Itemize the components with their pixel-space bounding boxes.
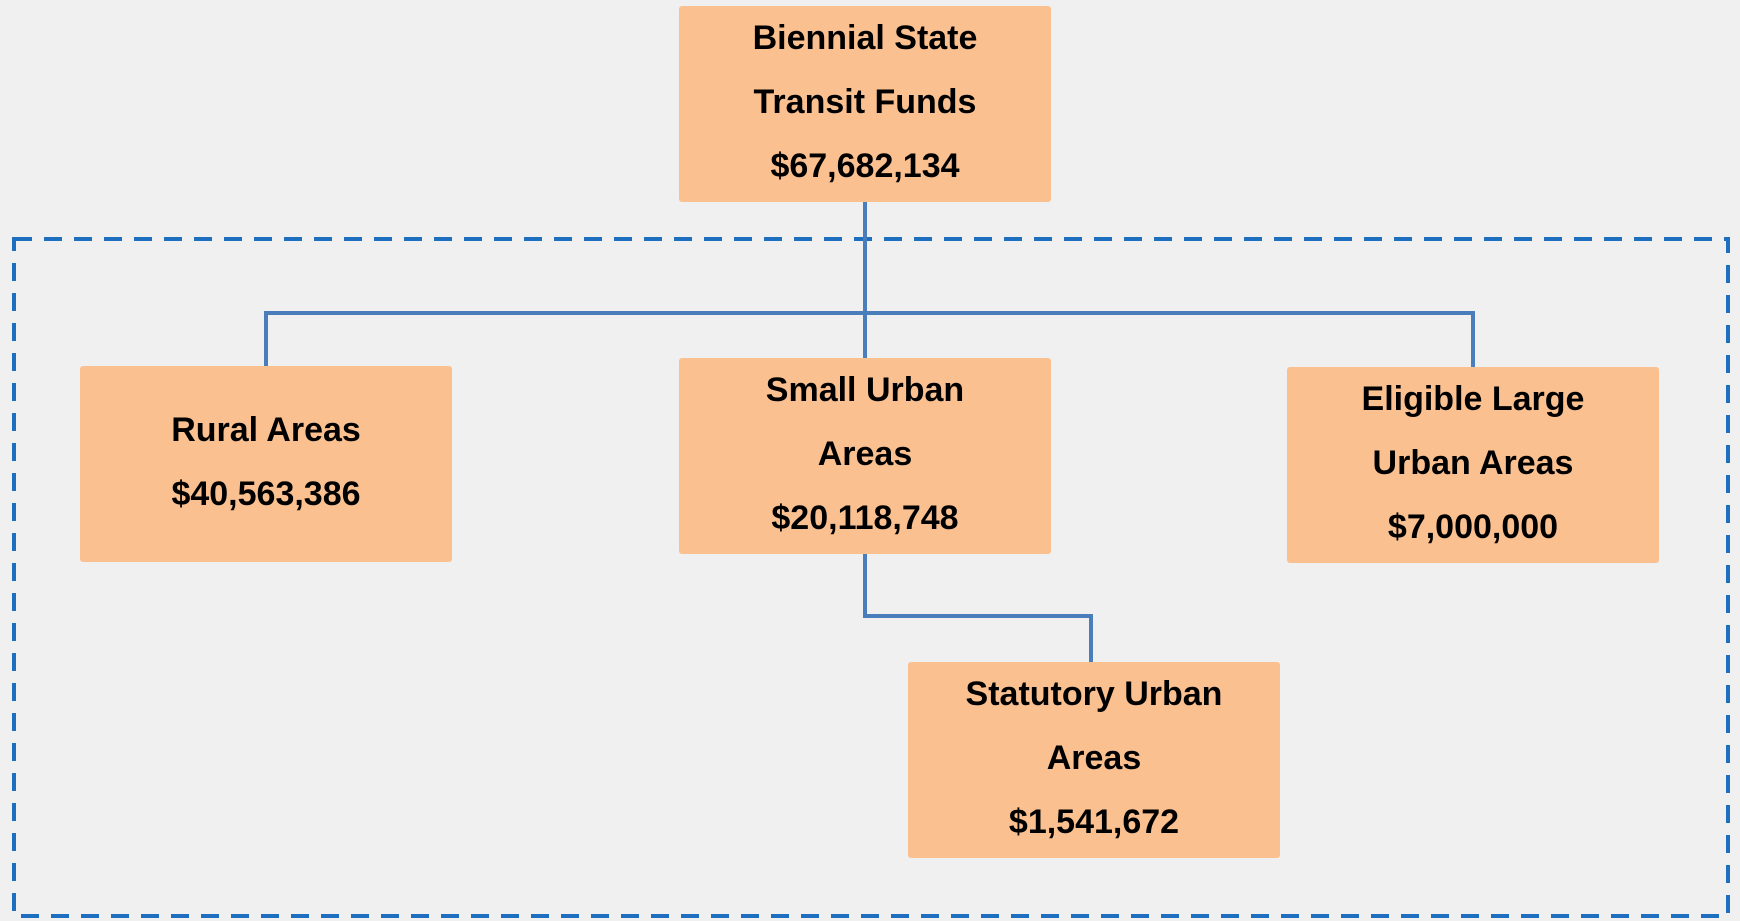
node-box	[80, 366, 452, 562]
node-amount: $7,000,000	[1388, 508, 1558, 546]
node: Small Urban Areas $20,118,748	[679, 358, 1051, 554]
node-label: Biennial State	[753, 19, 978, 57]
dashed-boundary	[12, 237, 1730, 918]
connectors	[264, 202, 1475, 662]
node-label: Rural Areas	[171, 411, 361, 449]
node-label: Transit Funds	[754, 83, 977, 121]
node-label: Small Urban	[766, 371, 964, 409]
node-box	[1287, 367, 1659, 563]
node-box	[679, 358, 1051, 554]
node: Statutory Urban Areas $1,541,672	[908, 662, 1280, 858]
node-label: Areas	[818, 435, 913, 473]
node-label: Eligible Large	[1362, 380, 1585, 418]
node-amount: $20,118,748	[771, 499, 958, 537]
connector	[863, 554, 1093, 662]
node-label: Urban Areas	[1373, 444, 1574, 482]
node-box	[679, 6, 1051, 202]
node: Eligible Large Urban Areas $7,000,000	[1287, 367, 1659, 563]
nodes: Biennial State Transit Funds $67,682,134 Ru…	[80, 6, 1659, 858]
node-label: Statutory Urban	[966, 675, 1223, 713]
node-amount: $40,563,386	[171, 475, 360, 513]
node: Rural Areas $40,563,386	[80, 366, 452, 562]
node-label: Areas	[1047, 739, 1142, 777]
node: Biennial State Transit Funds $67,682,134	[679, 6, 1051, 202]
node-amount: $67,682,134	[770, 147, 959, 185]
connector	[264, 311, 1475, 367]
node-box	[908, 662, 1280, 858]
node-amount: $1,541,672	[1009, 803, 1179, 841]
